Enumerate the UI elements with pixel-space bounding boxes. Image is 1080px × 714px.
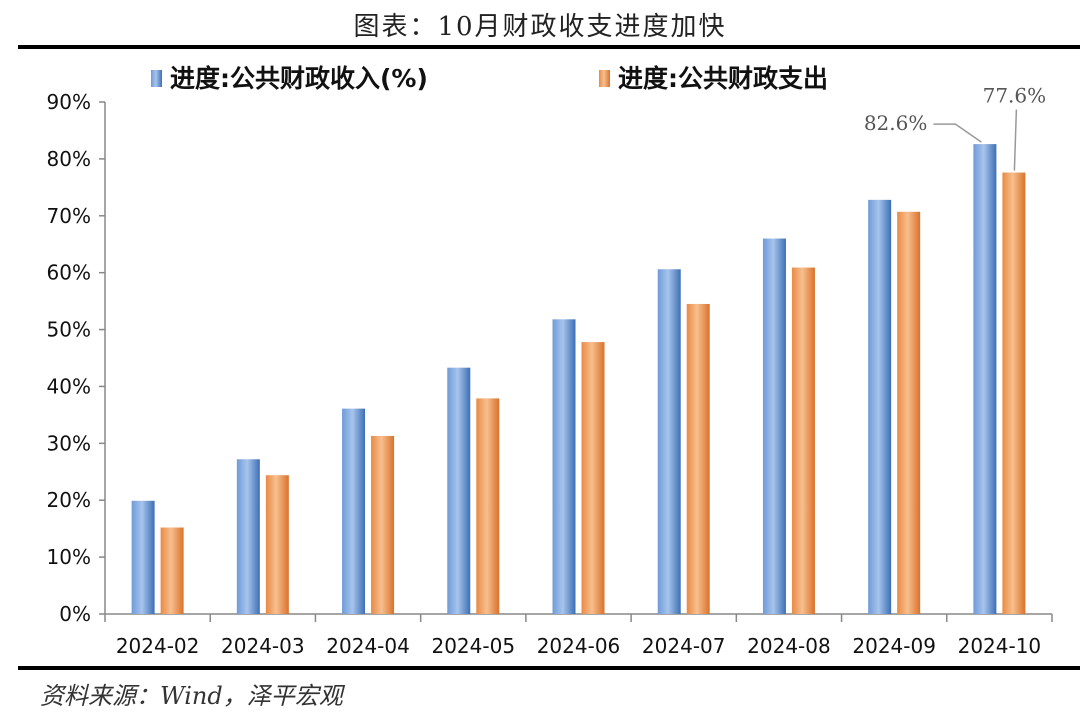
bar-expenditure (265, 475, 289, 614)
legend-label-revenue: 进度:公共财政收入(%) (170, 64, 428, 93)
bar-revenue (236, 459, 260, 614)
y-tick-label: 20% (47, 488, 91, 512)
data-label-revenue: 82.6% (864, 111, 928, 135)
bar-revenue (552, 319, 576, 614)
x-tick-label: 2024-05 (431, 634, 515, 658)
bar-revenue (447, 367, 471, 614)
bar-expenditure (371, 435, 395, 614)
bar-expenditure (476, 398, 500, 614)
x-tick-label: 2024-10 (958, 634, 1042, 658)
x-tick-label: 2024-03 (221, 634, 305, 658)
bar-revenue (131, 500, 155, 614)
x-tick-label: 2024-08 (747, 634, 831, 658)
x-tick-label: 2024-04 (326, 634, 410, 658)
bottom-rule (18, 666, 1080, 670)
y-tick-label: 10% (47, 545, 91, 569)
legend-swatch-revenue (151, 70, 162, 87)
y-tick-label: 90% (47, 90, 91, 114)
leader-line-expenditure (1013, 109, 1018, 171)
y-tick-label: 0% (59, 602, 91, 626)
legend-swatch-expenditure (599, 70, 610, 87)
chart-legend: 进度:公共财政收入(%) 进度:公共财政支出 (151, 64, 828, 93)
bar-expenditure (686, 303, 710, 614)
x-tick-label: 2024-06 (537, 634, 621, 658)
bar-expenditure (160, 527, 184, 614)
y-tick-label: 30% (47, 431, 91, 455)
bar-revenue (973, 144, 997, 614)
chart-title: 图表：10月财政收支进度加快 (353, 12, 727, 42)
y-tick-label: 80% (47, 147, 91, 171)
bar-revenue (657, 269, 681, 614)
legend-label-expenditure: 进度:公共财政支出 (618, 64, 828, 93)
x-tick-label: 2024-07 (642, 634, 726, 658)
bar-revenue (868, 199, 892, 615)
y-tick-label: 50% (47, 318, 91, 342)
bar-expenditure (897, 211, 921, 614)
bar-revenue (762, 238, 786, 615)
x-tick-label: 2024-09 (852, 634, 936, 658)
x-tick-label: 2024-02 (116, 634, 200, 658)
y-tick-label: 70% (47, 204, 91, 228)
leader-line-revenue (933, 123, 982, 143)
bar-expenditure (791, 267, 815, 614)
top-rule (18, 45, 1080, 49)
y-tick-label: 40% (47, 374, 91, 398)
bar-expenditure (1002, 172, 1026, 614)
bar-revenue (342, 408, 366, 614)
y-tick-label: 60% (47, 261, 91, 285)
data-label-expenditure: 77.6% (983, 84, 1047, 108)
source-note: 资料来源：Wind，泽平宏观 (40, 682, 343, 710)
bar-expenditure (581, 342, 605, 614)
